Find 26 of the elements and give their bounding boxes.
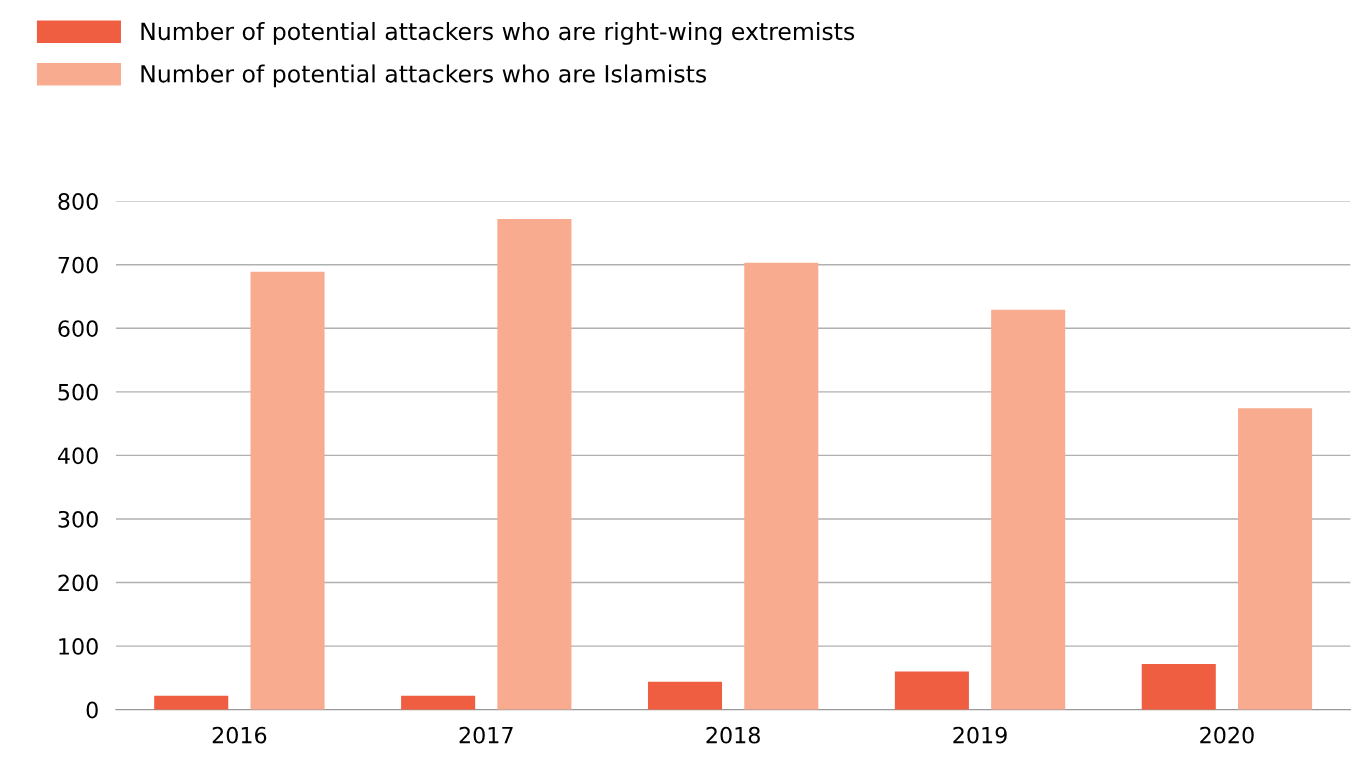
bar bbox=[154, 695, 229, 710]
y-tick-label: 700 bbox=[58, 256, 98, 274]
bar bbox=[1238, 408, 1313, 710]
bar bbox=[1141, 663, 1216, 710]
y-tick-label: 500 bbox=[58, 383, 98, 401]
bar bbox=[497, 218, 572, 710]
x-tick-label: 2017 bbox=[459, 726, 513, 744]
y-tick-label: 100 bbox=[59, 638, 98, 655]
y-tick-label: 600 bbox=[58, 320, 98, 338]
bar bbox=[401, 695, 476, 710]
bar bbox=[991, 309, 1066, 710]
x-tick-label: 2020 bbox=[1200, 726, 1254, 744]
legend-label: Number of potential attackers who are right-wing extremists bbox=[141, 21, 855, 45]
x-tick-label: 2016 bbox=[212, 726, 267, 744]
y-tick-label: 200 bbox=[58, 574, 98, 592]
bar bbox=[744, 262, 819, 710]
y-tick-label: 300 bbox=[58, 510, 98, 528]
x-tick-label: 2018 bbox=[706, 726, 760, 744]
bar bbox=[894, 671, 969, 710]
bar bbox=[250, 271, 325, 710]
bar bbox=[647, 681, 723, 710]
y-tick-label: 0 bbox=[86, 701, 98, 719]
y-tick-label: 400 bbox=[57, 447, 98, 465]
y-tick-label: 800 bbox=[58, 193, 98, 210]
legend-label: Number of potential attackers who are Islamists bbox=[141, 64, 707, 88]
x-tick-label: 2019 bbox=[953, 726, 1007, 744]
